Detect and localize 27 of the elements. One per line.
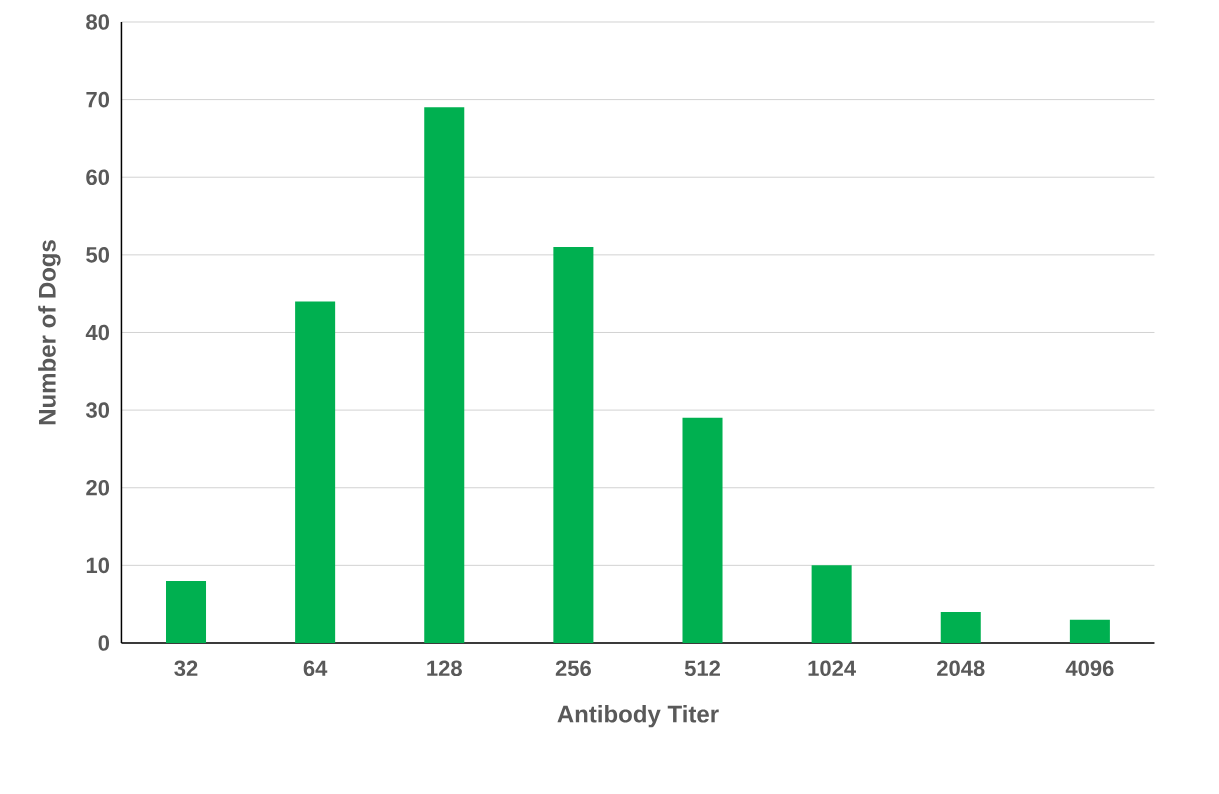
y-axis-title: Number of Dogs [38, 240, 61, 425]
x-tick-label: 256 [555, 660, 591, 677]
bar [940, 611, 981, 643]
y-tick-label: 50 [86, 247, 110, 263]
y-tick-label: 70 [86, 91, 110, 108]
y-tick-label: 60 [86, 169, 110, 186]
y-tick-label: 10 [86, 557, 110, 574]
y-tick-label: 80 [86, 14, 110, 30]
x-tick-label: 2048 [937, 660, 985, 677]
x-tick-label: 512 [684, 660, 720, 677]
bar [553, 247, 594, 643]
x-axis-title: Antibody Titer [557, 704, 719, 728]
x-tick-label: 4096 [1065, 660, 1114, 677]
bar [811, 565, 852, 643]
bar [295, 301, 336, 643]
y-tick-label: 20 [86, 479, 110, 496]
x-tick-label: 1024 [808, 660, 856, 677]
x-tick-label: 32 [174, 660, 198, 677]
bar [682, 417, 723, 643]
x-tick-label: 128 [427, 660, 462, 677]
y-tick-label: 0 [98, 635, 110, 651]
bar [1069, 619, 1110, 643]
bar [424, 107, 465, 643]
y-tick-label: 40 [85, 324, 110, 341]
y-tick-label: 30 [85, 402, 110, 418]
x-tick-label: 64 [303, 660, 328, 677]
bar [166, 580, 207, 643]
